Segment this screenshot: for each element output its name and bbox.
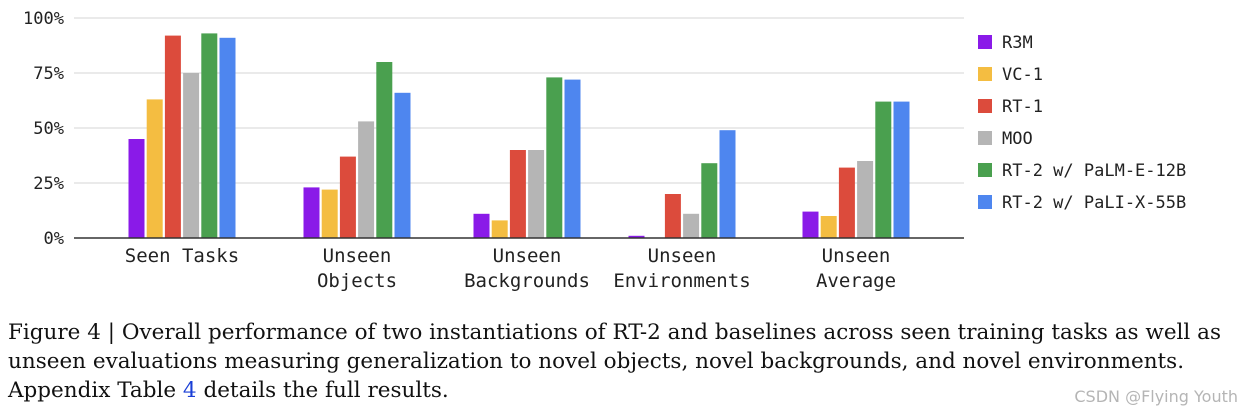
- bar: [376, 62, 393, 238]
- x-category-label: Objects: [317, 270, 397, 292]
- bar: [128, 139, 145, 238]
- bar: [719, 130, 736, 238]
- table-reference-link[interactable]: 4: [182, 378, 197, 403]
- bars: [128, 33, 910, 239]
- bar: [875, 101, 892, 238]
- bar: [201, 33, 218, 239]
- bar-chart: 0% 25% 50% 75% 100% Seen Tasks Unseen Objects U…: [23, 9, 1186, 292]
- legend: R3M VC-1 RT-1 MOO RT-2 w/ PaLM-E-12B RT-2 w/ …: [978, 33, 1186, 213]
- bar: [628, 235, 645, 238]
- bar: [701, 163, 718, 238]
- y-axis-ticks: 0% 25% 50% 75% 100%: [23, 9, 64, 249]
- x-category-label: Unseen: [493, 245, 562, 267]
- bar: [509, 150, 526, 238]
- x-category-label: Seen Tasks: [125, 245, 239, 267]
- legend-label: RT-1: [1002, 97, 1043, 117]
- caption-line-3: Appendix Table 4 details the full result…: [8, 376, 1240, 405]
- caption-line-3-tail: details the full results.: [196, 378, 449, 403]
- watermark: CSDN @Flying Youth: [1074, 387, 1238, 406]
- bar: [838, 167, 855, 238]
- legend-swatch: [978, 99, 992, 113]
- legend-label: RT-2 w/ PaLM-E-12B: [1002, 161, 1186, 181]
- caption-line-3-text: Appendix Table: [8, 378, 183, 403]
- legend-swatch: [978, 35, 992, 49]
- bar: [303, 187, 320, 238]
- bar: [857, 161, 874, 238]
- bar: [491, 220, 508, 238]
- x-category-label: Unseen: [323, 245, 392, 267]
- legend-label: R3M: [1002, 33, 1033, 53]
- figure-caption: Figure 4 | Overall performance of two in…: [8, 318, 1240, 405]
- legend-label: MOO: [1002, 129, 1033, 149]
- bar: [528, 150, 545, 238]
- x-axis-category-labels: Seen Tasks Unseen Objects Unseen Backgrounds…: [125, 245, 896, 292]
- bar: [164, 35, 181, 238]
- bar: [358, 121, 375, 238]
- bar: [820, 216, 837, 238]
- caption-line-2: unseen evaluations measuring generalizat…: [8, 349, 1185, 374]
- legend-label: VC-1: [1002, 65, 1043, 85]
- x-category-label: Backgrounds: [464, 270, 590, 292]
- legend-label: RT-2 w/ PaLI-X-55B: [1002, 193, 1186, 213]
- legend-swatch: [978, 163, 992, 177]
- bar: [339, 156, 356, 238]
- bar: [802, 211, 819, 238]
- legend-swatch: [978, 67, 992, 81]
- y-tick-label: 100%: [23, 9, 64, 29]
- x-category-label: Environments: [613, 270, 750, 292]
- x-category-label: Unseen: [648, 245, 717, 267]
- bar: [546, 77, 563, 239]
- y-tick-label: 25%: [33, 174, 64, 194]
- x-category-label: Unseen: [822, 245, 891, 267]
- bar: [183, 73, 200, 238]
- y-tick-label: 0%: [44, 229, 64, 249]
- bar: [664, 194, 681, 238]
- legend-swatch: [978, 195, 992, 209]
- bar: [321, 189, 338, 238]
- bar: [219, 37, 236, 238]
- x-category-label: Average: [816, 270, 896, 292]
- y-tick-label: 75%: [33, 64, 64, 84]
- caption-line-1: Figure 4 | Overall performance of two in…: [8, 320, 1221, 345]
- bar: [394, 92, 411, 238]
- bar: [146, 99, 163, 239]
- legend-swatch: [978, 131, 992, 145]
- bar: [564, 79, 581, 238]
- y-tick-label: 50%: [33, 119, 64, 139]
- bar: [473, 213, 490, 238]
- bar: [683, 213, 700, 238]
- bar: [893, 101, 910, 238]
